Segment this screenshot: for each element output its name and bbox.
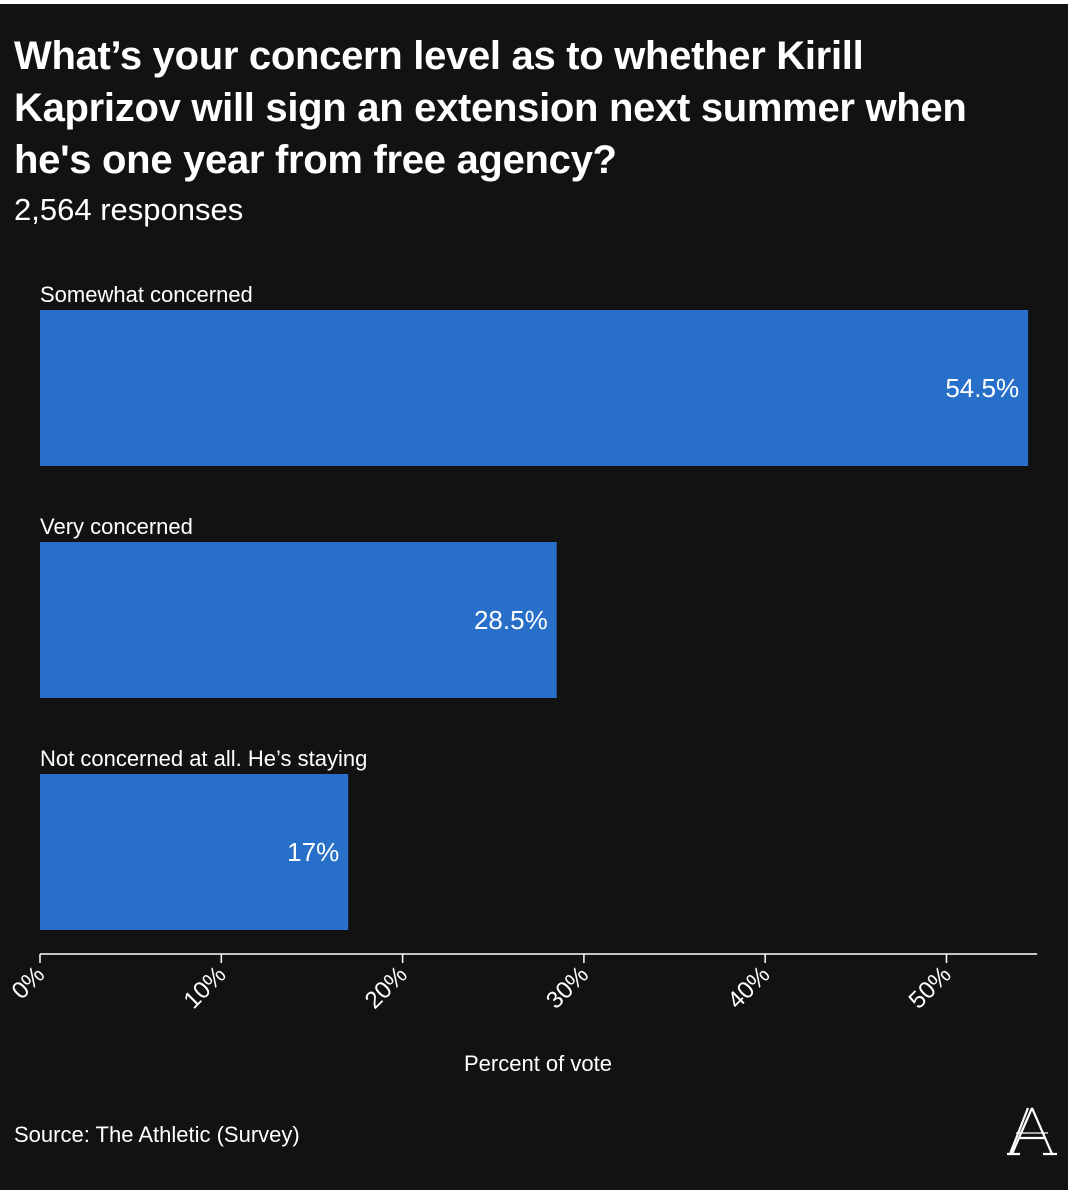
x-tick-label: 50% bbox=[904, 961, 957, 1014]
x-tick-label: 0% bbox=[7, 961, 51, 1005]
category-label: Somewhat concerned bbox=[40, 282, 253, 307]
chart-title: What’s your concern level as to whether … bbox=[14, 34, 967, 182]
chart-subtitle: 2,564 responses bbox=[14, 192, 244, 227]
x-axis-title: Percent of vote bbox=[464, 1051, 612, 1076]
bars-group: Somewhat concerned 54.5% Very concerned 28.… bbox=[40, 282, 1029, 930]
x-tick-label: 10% bbox=[178, 961, 231, 1014]
bar bbox=[40, 310, 1029, 466]
data-label: 28.5% bbox=[474, 605, 548, 635]
x-tick-label: 20% bbox=[360, 961, 413, 1014]
category-label: Not concerned at all. He’s staying bbox=[40, 746, 367, 771]
bar bbox=[40, 774, 349, 930]
data-label: 17% bbox=[287, 837, 339, 867]
bar-chart: Somewhat concerned 54.5% Very concerned 28.… bbox=[7, 282, 1038, 1076]
chart-card: What’s your concern level as to whether … bbox=[0, 4, 1068, 1190]
bar bbox=[40, 542, 557, 698]
x-tick-label: 40% bbox=[722, 961, 775, 1014]
the-athletic-logo-icon bbox=[1007, 1107, 1057, 1156]
source-note: Source: The Athletic (Survey) bbox=[14, 1122, 300, 1147]
category-label: Very concerned bbox=[40, 514, 193, 539]
x-tick-label: 30% bbox=[541, 961, 594, 1014]
data-label: 54.5% bbox=[945, 373, 1019, 403]
x-axis: 0% 10% 20% 30% 40% 50% bbox=[7, 953, 1038, 1014]
